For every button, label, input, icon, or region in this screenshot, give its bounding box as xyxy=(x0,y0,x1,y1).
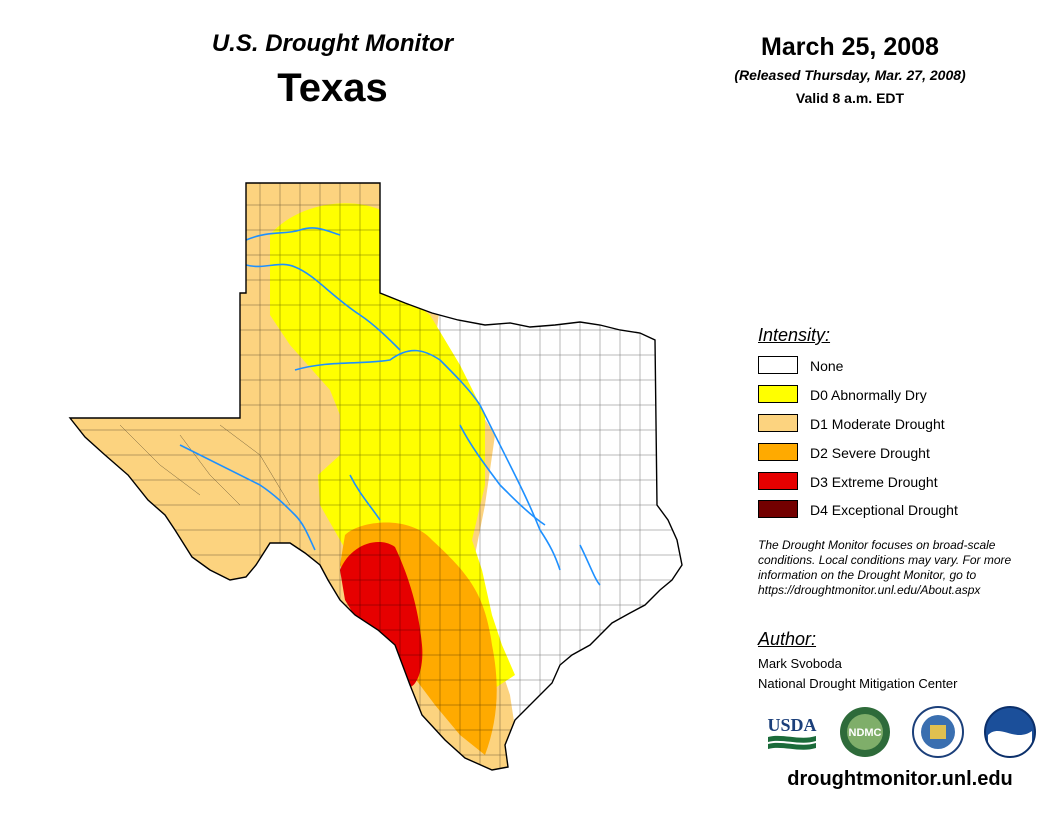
legend-swatch xyxy=(758,443,798,461)
legend-item-d2: D2 Severe Drought xyxy=(758,443,998,463)
legend-swatch xyxy=(758,472,798,490)
footer-url[interactable]: droughtmonitor.unl.edu xyxy=(787,768,1013,790)
noaa-logo xyxy=(984,706,1036,758)
rivers xyxy=(179,227,601,586)
usda-logo: USDA xyxy=(767,715,817,750)
legend-item-d0: D0 Abnormally Dry xyxy=(758,385,998,405)
legend-title: Intensity: xyxy=(758,325,831,345)
d3-extreme-drought-area xyxy=(340,541,423,687)
legend-label: D2 Severe Drought xyxy=(810,445,930,461)
map-date: March 25, 2008 xyxy=(761,33,939,61)
legend-swatch xyxy=(758,414,798,432)
partner-logos: USDA NDMC xyxy=(767,706,1036,758)
legend-swatch xyxy=(758,356,798,374)
legend-item-d1: D1 Moderate Drought xyxy=(758,414,998,434)
legend-item-none: None xyxy=(758,356,998,376)
svg-text:NDMC: NDMC xyxy=(849,727,882,739)
legend-swatch xyxy=(758,500,798,518)
author-organization: National Drought Mitigation Center xyxy=(758,676,958,691)
ndmc-logo: NDMC xyxy=(840,707,890,757)
author-name: Mark Svoboda xyxy=(758,656,842,671)
svg-text:USDA: USDA xyxy=(767,715,816,735)
map-subtitle: U.S. Drought Monitor xyxy=(211,30,454,57)
legend-item-d4: D4 Exceptional Drought xyxy=(758,500,998,520)
texas-drought-map xyxy=(68,182,683,771)
commerce-seal-logo xyxy=(912,706,964,758)
legend-label: D0 Abnormally Dry xyxy=(810,387,927,403)
author-heading: Author: xyxy=(758,629,817,649)
map-title: Texas xyxy=(277,66,388,110)
release-date: (Released Thursday, Mar. 27, 2008) xyxy=(734,67,966,83)
state-outline xyxy=(68,182,683,771)
legend-item-d3: D3 Extreme Drought xyxy=(758,472,998,492)
legend-label: D1 Moderate Drought xyxy=(810,416,945,432)
valid-time: Valid 8 a.m. EDT xyxy=(795,90,905,106)
legend-label: None xyxy=(810,358,844,374)
legend-label: D4 Exceptional Drought xyxy=(810,502,958,518)
disclaimer-note: The Drought Monitor focuses on broad-sca… xyxy=(758,538,1012,597)
legend-label: D3 Extreme Drought xyxy=(810,474,938,490)
legend-swatch xyxy=(758,385,798,403)
